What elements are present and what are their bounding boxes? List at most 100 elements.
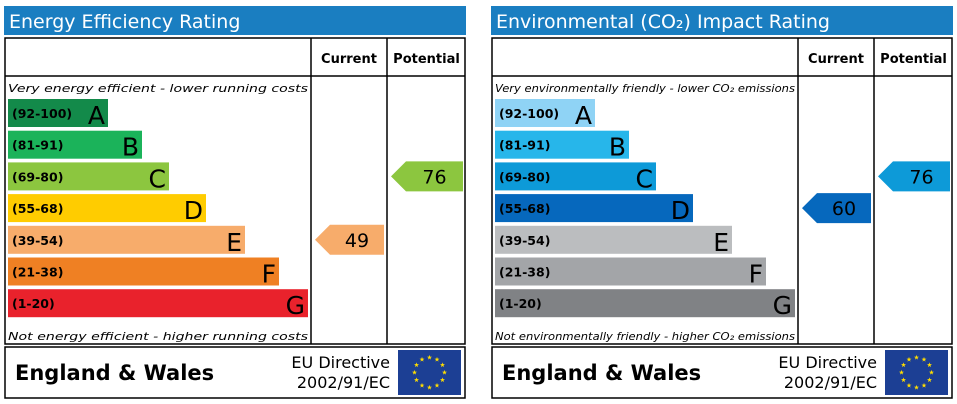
potential-column-header: Potential [393, 52, 460, 67]
rating-chart: Energy Efficiency Rating Current Potential… [4, 6, 466, 399]
band-range-label: (21-38) [12, 265, 63, 280]
band-range-label: (69-80) [12, 169, 63, 184]
band-letter: B [609, 133, 626, 162]
eu-star-icon [414, 362, 419, 368]
directive-line-2: 2002/91/EC [784, 373, 877, 392]
eu-star-icon [899, 369, 904, 375]
band-letter: E [226, 228, 242, 257]
band-letter: A [88, 101, 105, 130]
band-range-label: (1-20) [499, 296, 542, 311]
eu-star-icon [419, 356, 425, 362]
bottom-note: Not energy efficient - higher running co… [8, 330, 308, 343]
region-label: England & Wales [15, 361, 214, 385]
eu-star-icon [440, 362, 445, 368]
band-letter: G [773, 291, 792, 320]
chart-frame [4, 37, 466, 345]
band-range-label: (92-100) [499, 106, 559, 121]
eu-star-icon [921, 356, 927, 362]
band-range-label: (39-54) [499, 233, 550, 248]
band-letter: C [149, 164, 166, 193]
eu-star-icon [442, 369, 447, 375]
rating-band-e [495, 225, 732, 254]
band-range-label: (69-80) [499, 169, 550, 184]
rating-chart: Environmental (CO₂) Impact Rating Current… [491, 6, 953, 399]
energy-efficiency-panel: Energy Efficiency Rating Current Potential… [4, 6, 466, 399]
eu-star-icon [412, 369, 417, 375]
rating-band-d [495, 194, 693, 223]
header-bar [491, 6, 953, 35]
footer-frame [491, 346, 953, 399]
band-range-label: (1-20) [12, 296, 55, 311]
eu-star-icon [921, 382, 927, 388]
eu-star-icon [434, 382, 440, 388]
current-column-header: Current [808, 52, 864, 67]
band-range-label: (39-54) [12, 233, 63, 248]
rating-band-c [8, 162, 169, 191]
potential-rating-arrow [878, 161, 950, 192]
potential-column-header: Potential [880, 52, 947, 67]
rating-band-e [8, 225, 245, 254]
header-bar [4, 6, 466, 35]
eu-star-icon [419, 382, 425, 388]
band-letter: F [262, 260, 276, 289]
top-note: Very environmentally friendly - lower CO… [495, 82, 795, 95]
current-rating-arrow [315, 224, 384, 255]
top-note: Very energy efficient - lower running co… [8, 82, 308, 95]
band-letter: C [636, 164, 653, 193]
eu-star-icon [427, 354, 432, 360]
region-label: England & Wales [502, 361, 701, 385]
band-letter: F [749, 260, 763, 289]
rating-band-d [8, 194, 206, 223]
eu-stars-icon [899, 354, 934, 390]
band-range-label: (81-91) [12, 138, 63, 153]
band-letter: G [286, 291, 305, 320]
potential-rating-value: 76 [422, 166, 446, 188]
eu-star-icon [906, 382, 912, 388]
eu-star-icon [929, 369, 934, 375]
band-range-label: (55-68) [12, 201, 63, 216]
rating-band-a [495, 99, 595, 127]
band-range-label: (55-68) [499, 201, 550, 216]
bottom-note: Not environmentally friendly - higher CO… [495, 330, 795, 343]
rating-band-a [8, 99, 108, 127]
eu-star-icon [927, 362, 932, 368]
band-range-label: (92-100) [12, 106, 72, 121]
rating-band-g [8, 289, 308, 318]
eu-star-icon [434, 356, 440, 362]
chart-title: Energy Efficiency Rating [9, 11, 240, 33]
rating-band-b [495, 130, 629, 159]
potential-rating-arrow [391, 161, 463, 192]
eu-star-icon [440, 377, 445, 383]
rating-band-f [495, 257, 766, 286]
eu-star-icon [901, 362, 906, 368]
eu-star-icon [901, 377, 906, 383]
chart-title: Environmental (CO₂) Impact Rating [496, 11, 830, 33]
eu-star-icon [914, 384, 919, 390]
band-range-label: (21-38) [499, 265, 550, 280]
eu-star-icon [414, 377, 419, 383]
eu-star-icon [927, 377, 932, 383]
band-range-label: (81-91) [499, 138, 550, 153]
current-rating-arrow [802, 193, 871, 224]
eu-star-icon [427, 384, 432, 390]
eu-star-icon [906, 356, 912, 362]
directive-line-1: EU Directive [778, 353, 877, 372]
current-rating-value: 49 [345, 230, 369, 252]
rating-band-c [495, 162, 656, 191]
footer-frame [4, 346, 466, 399]
eu-star-icon [914, 354, 919, 360]
eu-stars-icon [412, 354, 447, 390]
rating-band-g [495, 289, 795, 318]
band-letter: E [713, 228, 729, 257]
rating-band-f [8, 257, 279, 286]
band-letter: D [671, 196, 690, 225]
environmental-impact-panel: Environmental (CO₂) Impact Rating Current… [491, 6, 953, 399]
directive-line-2: 2002/91/EC [297, 373, 390, 392]
band-letter: D [184, 196, 203, 225]
band-letter: A [575, 101, 592, 130]
chart-frame [491, 37, 953, 345]
directive-line-1: EU Directive [291, 353, 390, 372]
rating-band-b [8, 130, 142, 159]
potential-rating-value: 76 [909, 166, 933, 188]
band-letter: B [122, 133, 139, 162]
